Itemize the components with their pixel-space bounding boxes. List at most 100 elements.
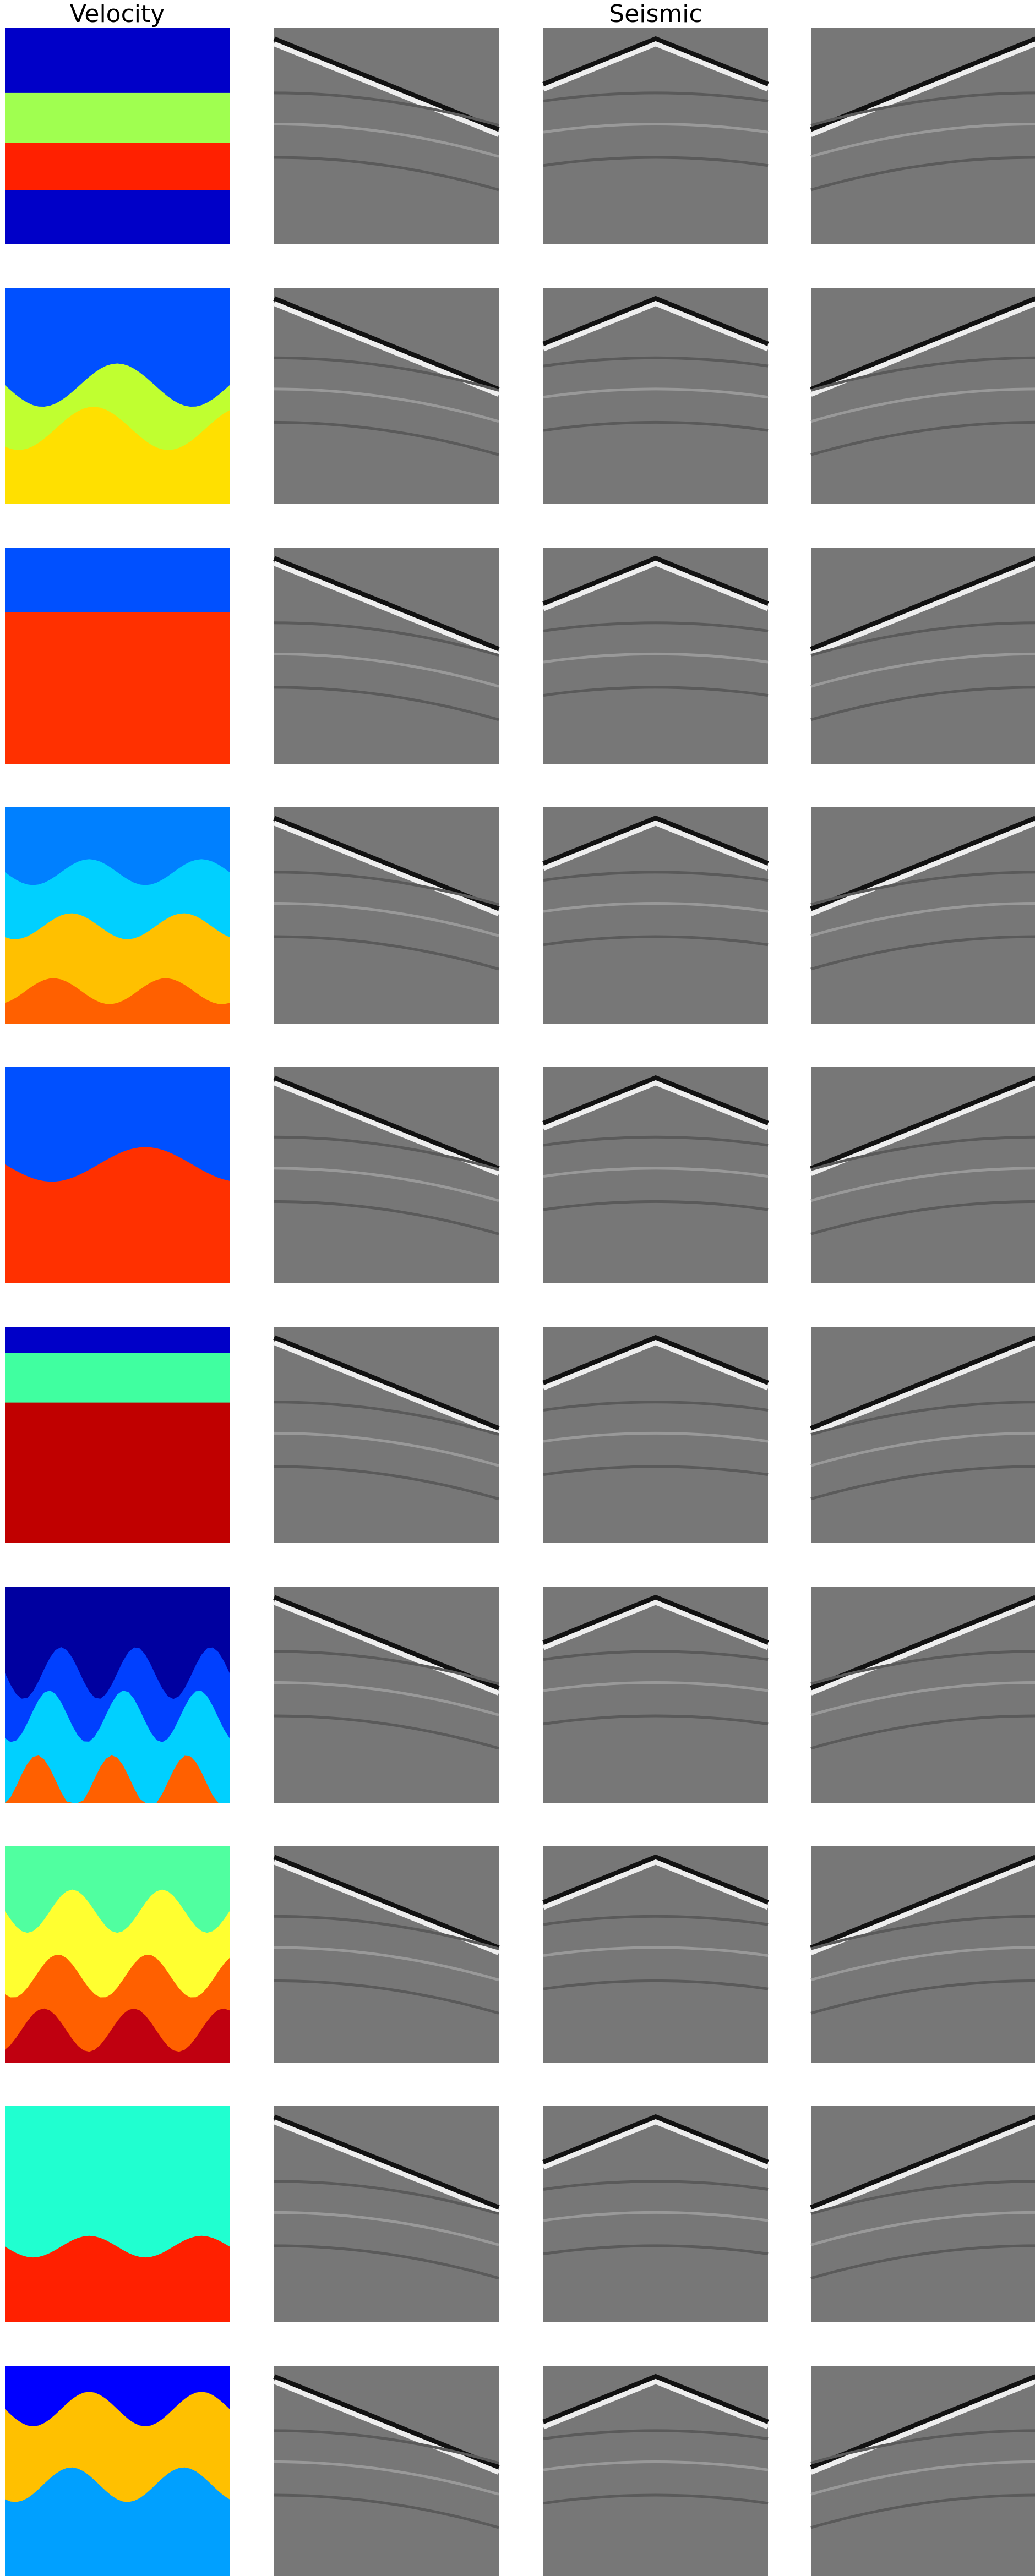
reflection xyxy=(543,1714,769,1726)
velocity-panel xyxy=(5,2106,230,2322)
reflection xyxy=(810,387,1035,423)
seismic-panel xyxy=(273,1327,500,1543)
direct-wave xyxy=(542,1599,769,1650)
reflection xyxy=(274,1714,499,1750)
seismic-panel xyxy=(273,807,500,1024)
direct-wave xyxy=(810,1340,1035,1436)
velocity-layer xyxy=(5,978,230,1024)
reflection xyxy=(274,2244,499,2280)
reflection xyxy=(543,1135,769,1147)
seismic-panel xyxy=(542,548,769,764)
reflection xyxy=(274,1915,499,1950)
reflection xyxy=(274,1135,499,1171)
velocity-panel xyxy=(5,1067,230,1283)
reflection xyxy=(543,1946,769,1957)
seismic-background xyxy=(543,1587,768,1803)
velocity-layer xyxy=(5,612,230,764)
reflection xyxy=(543,1681,769,1692)
seismic-background xyxy=(274,1587,499,1803)
seismic-background xyxy=(543,288,768,504)
velocity-panel xyxy=(5,2366,230,2576)
reflection xyxy=(810,1135,1035,1171)
reflection xyxy=(274,1979,499,2015)
velocity-panel xyxy=(5,1327,230,1543)
direct-wave xyxy=(542,1594,769,1645)
direct-wave xyxy=(542,1335,769,1386)
reflection xyxy=(274,420,499,456)
direct-wave xyxy=(273,1335,500,1431)
velocity-panel xyxy=(5,288,230,504)
reflection xyxy=(810,1401,1035,1436)
reflection xyxy=(274,1200,499,1235)
seismic-panel xyxy=(810,288,1035,504)
direct-wave xyxy=(542,1339,769,1391)
reflection xyxy=(543,2460,769,2471)
seismic-background xyxy=(543,1067,768,1283)
direct-wave xyxy=(542,815,769,866)
reflection xyxy=(810,902,1035,937)
seismic-panel xyxy=(273,1587,500,1803)
reflection xyxy=(543,2180,769,2191)
reflection xyxy=(543,652,769,664)
direct-wave xyxy=(542,820,769,871)
reflection xyxy=(543,2211,769,2222)
seismic-panel xyxy=(810,1067,1035,1283)
seismic-panel xyxy=(273,548,500,764)
seismic-panel xyxy=(542,28,769,244)
reflection xyxy=(274,902,499,937)
seismic-panel xyxy=(810,548,1035,764)
direct-wave xyxy=(542,300,769,352)
reflection xyxy=(543,1200,769,1211)
direct-wave xyxy=(810,1600,1035,1696)
velocity-layer xyxy=(5,1755,230,1803)
seismic-background xyxy=(543,2366,768,2576)
reflection xyxy=(810,1681,1035,1716)
direct-wave xyxy=(273,561,500,657)
seismic-panel xyxy=(542,1067,769,1283)
velocity-layer xyxy=(5,1402,230,1543)
reflection xyxy=(274,2460,499,2496)
direct-wave xyxy=(810,1075,1035,1171)
reflection xyxy=(543,2244,769,2256)
seismic-panel xyxy=(542,288,769,504)
direct-wave xyxy=(810,561,1035,657)
direct-wave xyxy=(273,2119,500,2215)
direct-wave xyxy=(810,41,1035,137)
seismic-background xyxy=(543,807,768,1024)
reflection xyxy=(543,871,769,882)
seismic-background xyxy=(543,1327,768,1543)
reflection xyxy=(274,2211,499,2246)
reflection xyxy=(543,901,769,913)
reflection xyxy=(274,2180,499,2216)
direct-wave xyxy=(810,2114,1035,2210)
reflection xyxy=(543,122,769,134)
reflection xyxy=(274,686,499,721)
reflection xyxy=(810,1167,1035,1202)
seismic-panel xyxy=(810,1327,1035,1543)
reflection xyxy=(810,1915,1035,1950)
seismic-panel xyxy=(542,2106,769,2322)
reflection xyxy=(543,420,769,432)
direct-wave xyxy=(273,821,500,916)
direct-wave xyxy=(542,2119,769,2170)
seismic-panel xyxy=(273,288,500,504)
velocity-layer xyxy=(5,2467,230,2576)
direct-wave xyxy=(273,1600,500,1696)
reflection xyxy=(274,2429,499,2465)
seismic-panel xyxy=(273,2106,500,2322)
direct-wave xyxy=(542,36,769,87)
seismic-panel xyxy=(273,1846,500,2063)
reflection xyxy=(810,2211,1035,2246)
reflection xyxy=(543,686,769,697)
seismic-panel xyxy=(542,1327,769,1543)
seismic-panel xyxy=(273,28,500,244)
reflection xyxy=(543,356,769,368)
velocity-panel xyxy=(5,807,230,1024)
reflection xyxy=(543,1465,769,1476)
reflection xyxy=(810,1465,1035,1501)
reflection xyxy=(274,1681,499,1716)
reflection xyxy=(810,1979,1035,2015)
reflection xyxy=(543,156,769,167)
reflection xyxy=(810,1714,1035,1750)
direct-wave xyxy=(273,1340,500,1436)
